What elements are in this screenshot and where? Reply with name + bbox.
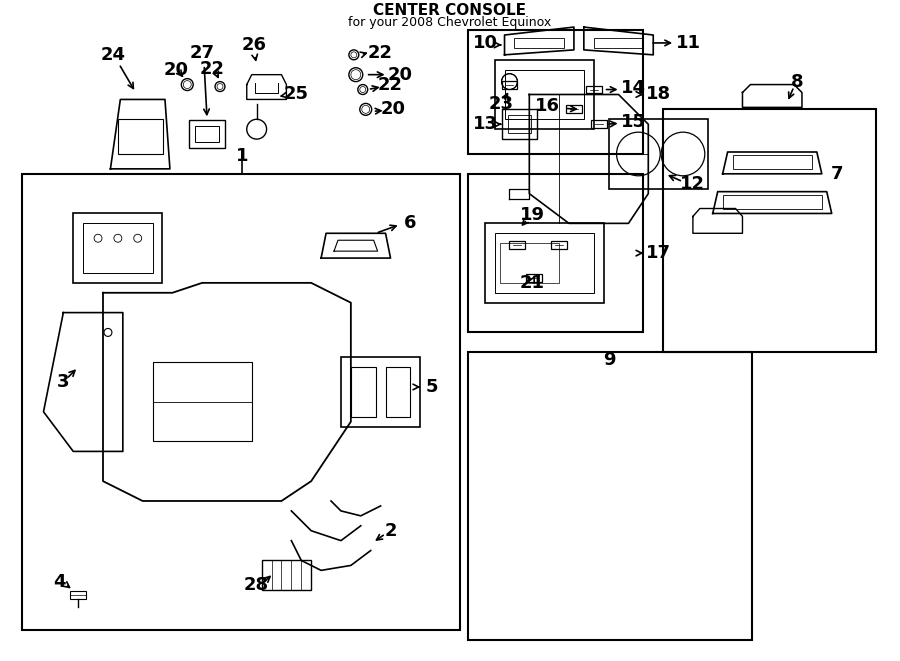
Text: 4: 4 — [53, 573, 66, 592]
Bar — [590, 120, 607, 128]
Bar — [505, 69, 584, 119]
Text: 18: 18 — [645, 85, 670, 104]
Text: 23: 23 — [489, 95, 514, 114]
Bar — [526, 274, 542, 282]
Text: 14: 14 — [621, 79, 646, 97]
Text: 22: 22 — [368, 44, 393, 62]
Bar — [501, 109, 537, 139]
Text: 21: 21 — [520, 274, 544, 292]
Text: 28: 28 — [244, 576, 269, 594]
Text: 25: 25 — [284, 85, 309, 104]
Bar — [509, 241, 526, 249]
Text: 22: 22 — [200, 59, 225, 78]
Bar — [723, 194, 822, 208]
Text: for your 2008 Chevrolet Equinox: for your 2008 Chevrolet Equinox — [348, 16, 552, 28]
Text: 1: 1 — [236, 147, 248, 165]
Bar — [495, 59, 594, 129]
Bar — [351, 367, 375, 416]
Bar — [119, 119, 163, 154]
Bar — [70, 591, 86, 599]
Text: 26: 26 — [241, 36, 266, 54]
Bar — [83, 223, 153, 273]
Text: 9: 9 — [603, 351, 616, 369]
Text: 11: 11 — [675, 34, 700, 52]
Bar — [485, 223, 604, 303]
Bar — [663, 109, 877, 352]
Text: 6: 6 — [404, 214, 417, 233]
Bar — [73, 214, 163, 283]
Bar — [586, 85, 602, 93]
Text: 24: 24 — [101, 46, 125, 64]
Text: 20: 20 — [164, 61, 189, 79]
Bar — [195, 126, 219, 142]
Text: 8: 8 — [791, 73, 804, 91]
Text: 5: 5 — [426, 378, 438, 396]
Text: 12: 12 — [680, 175, 706, 193]
Text: 16: 16 — [535, 97, 560, 116]
Bar — [501, 81, 518, 89]
Bar — [468, 174, 644, 332]
Bar — [608, 119, 707, 188]
Bar — [153, 362, 252, 442]
Bar — [551, 241, 567, 249]
Text: 2: 2 — [384, 522, 397, 540]
Text: 20: 20 — [388, 65, 413, 84]
Bar — [341, 357, 420, 426]
Text: CENTER CONSOLE: CENTER CONSOLE — [374, 3, 526, 18]
Bar — [262, 561, 311, 590]
Bar — [468, 352, 752, 640]
Bar — [500, 243, 559, 283]
Bar — [189, 120, 225, 148]
Text: 27: 27 — [190, 44, 214, 62]
Bar — [566, 105, 582, 113]
Bar — [508, 115, 531, 133]
Text: 3: 3 — [57, 373, 69, 391]
Text: 19: 19 — [520, 206, 544, 225]
Text: 22: 22 — [378, 75, 403, 94]
Bar — [22, 174, 460, 630]
Bar — [385, 367, 410, 416]
Text: 13: 13 — [473, 115, 499, 134]
Bar — [495, 233, 594, 293]
Bar — [515, 38, 564, 48]
Bar — [733, 155, 812, 169]
Bar — [594, 38, 644, 48]
Text: 20: 20 — [381, 100, 406, 118]
Text: 7: 7 — [831, 165, 843, 183]
Text: 15: 15 — [621, 113, 646, 132]
Text: 17: 17 — [645, 244, 670, 262]
Text: 10: 10 — [473, 34, 499, 52]
Bar — [468, 30, 644, 154]
